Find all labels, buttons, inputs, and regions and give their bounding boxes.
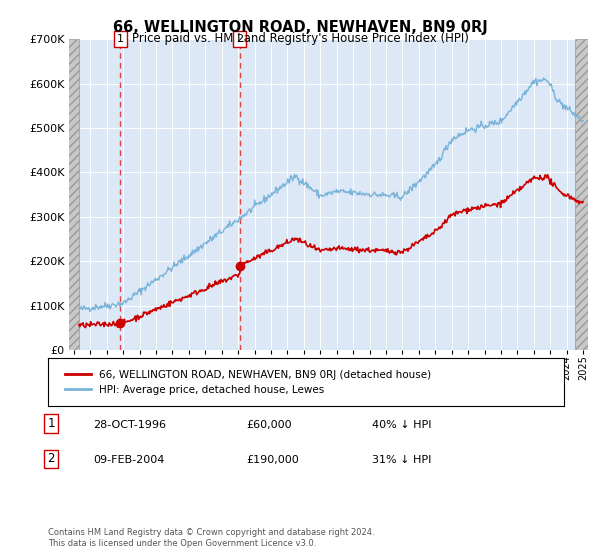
Text: 1: 1 [47, 417, 55, 430]
Text: Price paid vs. HM Land Registry's House Price Index (HPI): Price paid vs. HM Land Registry's House … [131, 32, 469, 45]
Bar [575, 39, 591, 350]
Text: Contains HM Land Registry data © Crown copyright and database right 2024.
This d: Contains HM Land Registry data © Crown c… [48, 528, 374, 548]
Text: 66, WELLINGTON ROAD, NEWHAVEN, BN9 0RJ: 66, WELLINGTON ROAD, NEWHAVEN, BN9 0RJ [113, 20, 487, 35]
Text: 31% ↓ HPI: 31% ↓ HPI [372, 455, 431, 465]
Text: £60,000: £60,000 [246, 420, 292, 430]
Text: 2: 2 [236, 34, 244, 44]
Text: £190,000: £190,000 [246, 455, 299, 465]
Text: 40% ↓ HPI: 40% ↓ HPI [372, 420, 431, 430]
Text: 1: 1 [117, 34, 124, 44]
Text: 2: 2 [47, 452, 55, 465]
Text: 09-FEB-2004: 09-FEB-2004 [93, 455, 164, 465]
Text: 28-OCT-1996: 28-OCT-1996 [93, 420, 166, 430]
Legend: 66, WELLINGTON ROAD, NEWHAVEN, BN9 0RJ (detached house), HPI: Average price, det: 66, WELLINGTON ROAD, NEWHAVEN, BN9 0RJ (… [58, 363, 437, 401]
Bar [66, 39, 79, 350]
